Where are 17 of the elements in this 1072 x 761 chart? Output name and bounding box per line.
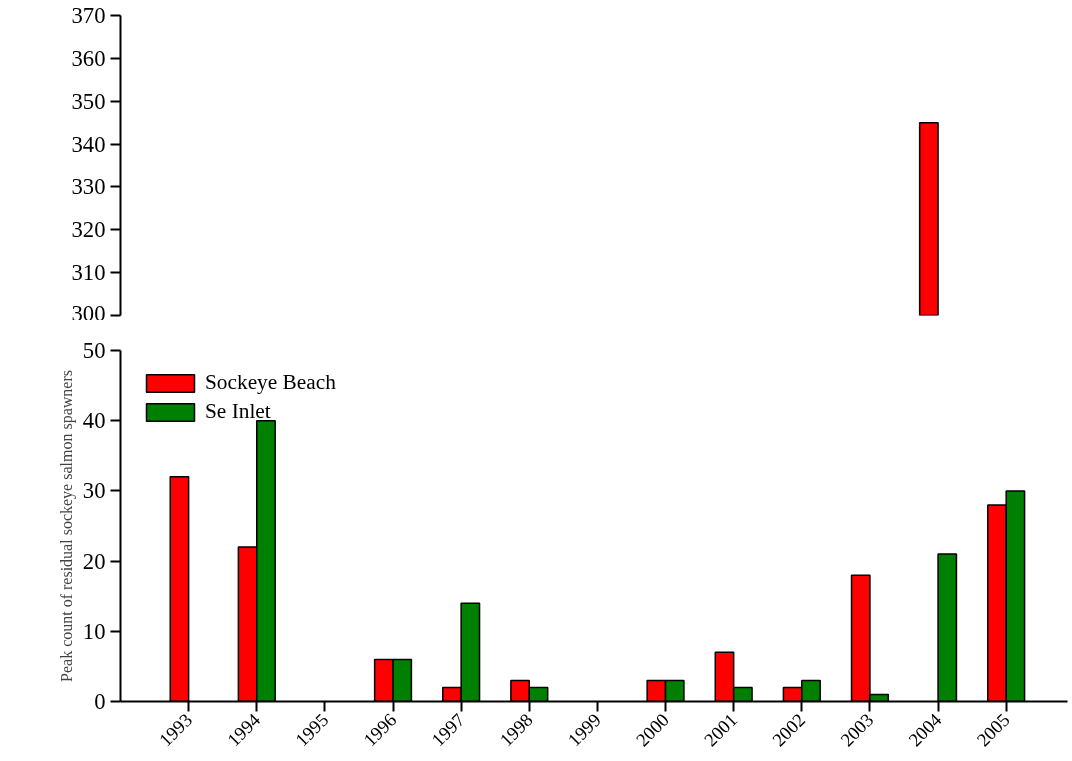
y-tick-label: 310 [71,260,106,286]
y-tick-label: 10 [82,618,106,644]
y-tick-label: 320 [71,217,106,243]
y-tick-label: 340 [71,131,106,157]
y-tick-label: 50 [82,338,106,363]
y-tick-label: 20 [82,548,106,574]
y-tick-label: 350 [71,88,106,114]
y-tick-label: 300 [71,300,106,326]
y-tick-label: 360 [71,45,106,71]
y-tick-label: 30 [82,478,106,504]
y-axis-title: Peak count of residual sockeye salmon spawners [57,370,76,682]
legend-label: Sockeye Beach [205,370,336,395]
y-tick-label: 0 [94,689,106,714]
y-tick-label: 40 [82,408,106,434]
y-tick-label: 330 [71,174,106,200]
y-tick-label: 370 [71,3,106,28]
legend-label: Se Inlet [205,399,271,424]
